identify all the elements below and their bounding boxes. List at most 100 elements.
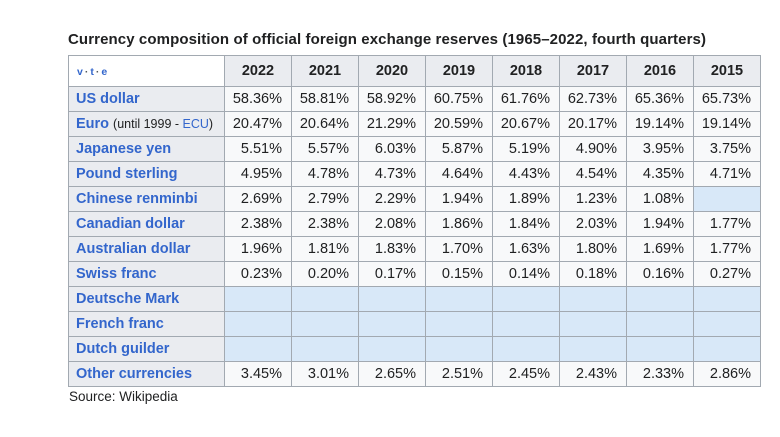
value-cell: 4.64% (425, 161, 493, 187)
value-cell: 1.80% (559, 236, 627, 262)
value-cell: 58.92% (358, 86, 426, 112)
vte-separator: · (84, 66, 89, 78)
value-cell: 20.67% (492, 111, 560, 137)
value-cell (224, 336, 292, 362)
value-cell: 5.51% (224, 136, 292, 162)
currency-link[interactable]: Deutsche Mark (76, 291, 180, 307)
value-cell: 58.36% (224, 86, 292, 112)
year-header-2018: 2018 (492, 55, 560, 87)
currency-link[interactable]: US dollar (76, 91, 140, 107)
value-cell (626, 311, 694, 337)
table-row: Other currencies 3.45% 3.01% 2.65% 2.51% 2.45… (68, 361, 761, 387)
value-cell (626, 336, 694, 362)
value-cell (291, 336, 359, 362)
year-header-2017: 2017 (559, 55, 627, 87)
row-header-cell: Euro (until 1999 - ECU) (68, 111, 225, 137)
row-header-cell: Australian dollar (68, 236, 225, 262)
value-cell: 1.23% (559, 186, 627, 212)
value-cell (693, 336, 761, 362)
value-cell (492, 286, 560, 312)
value-cell (559, 286, 627, 312)
currency-link[interactable]: Euro (76, 116, 110, 132)
value-cell (693, 186, 761, 212)
currency-link[interactable]: Australian dollar (76, 241, 191, 257)
table-row: Swiss franc 0.23% 0.20% 0.17% 0.15% 0.14% 0.18… (68, 261, 761, 287)
year-header-2015: 2015 (693, 55, 761, 87)
row-header-cell: Swiss franc (68, 261, 225, 287)
currency-link[interactable]: Pound sterling (76, 166, 178, 182)
table-head: v · t · e 2022 2021 2020 2019 2018 2017 2016 2015 (68, 55, 761, 87)
value-cell: 1.89% (492, 186, 560, 212)
value-cell: 4.73% (358, 161, 426, 187)
vte-edit-link[interactable]: e (101, 66, 108, 78)
row-header-cell: Deutsche Mark (68, 286, 225, 312)
value-cell: 2.51% (425, 361, 493, 387)
ecu-link[interactable]: ECU (182, 117, 209, 131)
currency-link[interactable]: Chinese renminbi (76, 191, 198, 207)
value-cell: 6.03% (358, 136, 426, 162)
value-cell (492, 311, 560, 337)
value-cell: 2.38% (224, 211, 292, 237)
value-cell: 4.78% (291, 161, 359, 187)
value-cell: 2.03% (559, 211, 627, 237)
year-header-2016: 2016 (626, 55, 694, 87)
currency-link[interactable]: Swiss franc (76, 266, 157, 282)
value-cell: 3.01% (291, 361, 359, 387)
value-cell: 21.29% (358, 111, 426, 137)
value-cell: 2.86% (693, 361, 761, 387)
value-cell: 19.14% (626, 111, 694, 137)
value-cell (492, 336, 560, 362)
value-cell: 5.87% (425, 136, 493, 162)
table-row: Chinese renminbi 2.69% 2.79% 2.29% 1.94% 1.89… (68, 186, 761, 212)
value-cell: 0.14% (492, 261, 560, 287)
value-cell: 0.18% (559, 261, 627, 287)
value-cell: 2.29% (358, 186, 426, 212)
row-header-cell: French franc (68, 311, 225, 337)
value-cell: 1.81% (291, 236, 359, 262)
value-cell: 2.33% (626, 361, 694, 387)
value-cell: 65.36% (626, 86, 694, 112)
currency-link[interactable]: Japanese yen (76, 141, 172, 157)
value-cell (358, 286, 426, 312)
value-cell (291, 311, 359, 337)
table-row: Deutsche Mark (68, 286, 761, 312)
value-cell: 4.43% (492, 161, 560, 187)
value-cell (358, 336, 426, 362)
value-cell: 2.79% (291, 186, 359, 212)
vte-talk-link[interactable]: t (90, 66, 94, 78)
currency-link[interactable]: Dutch guilder (76, 341, 170, 357)
row-header-cell: Canadian dollar (68, 211, 225, 237)
vte-view-link[interactable]: v (77, 66, 83, 78)
row-label-note-close: ) (208, 117, 214, 131)
value-cell: 1.84% (492, 211, 560, 237)
value-cell: 1.69% (626, 236, 694, 262)
value-cell: 2.65% (358, 361, 426, 387)
currency-link[interactable]: French franc (76, 316, 164, 332)
currency-link[interactable]: Other currencies (76, 366, 193, 382)
value-cell: 0.27% (693, 261, 761, 287)
value-cell: 0.20% (291, 261, 359, 287)
value-cell: 3.95% (626, 136, 694, 162)
value-cell: 4.90% (559, 136, 627, 162)
row-header-cell: US dollar (68, 86, 225, 112)
value-cell: 2.45% (492, 361, 560, 387)
value-cell: 0.23% (224, 261, 292, 287)
value-cell: 1.70% (425, 236, 493, 262)
page-title: Currency composition of official foreign… (68, 31, 707, 48)
value-cell: 1.08% (626, 186, 694, 212)
value-cell (224, 286, 292, 312)
value-cell: 1.77% (693, 236, 761, 262)
source-text: Source: Wikipedia (69, 389, 178, 404)
vte-separator: · (95, 66, 100, 78)
value-cell: 3.75% (693, 136, 761, 162)
value-cell (559, 336, 627, 362)
value-cell: 4.71% (693, 161, 761, 187)
currency-link[interactable]: Canadian dollar (76, 216, 185, 232)
value-cell: 2.69% (224, 186, 292, 212)
value-cell: 19.14% (693, 111, 761, 137)
value-cell: 60.75% (425, 86, 493, 112)
value-cell: 20.17% (559, 111, 627, 137)
value-cell: 0.16% (626, 261, 694, 287)
value-cell: 4.95% (224, 161, 292, 187)
